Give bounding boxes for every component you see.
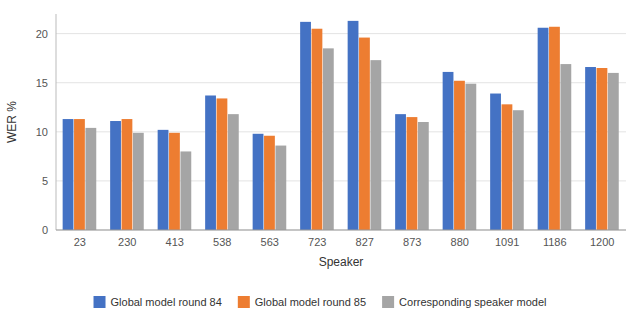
bar bbox=[133, 133, 144, 230]
bar bbox=[275, 146, 286, 230]
bar bbox=[180, 151, 191, 230]
legend-item: Global model round 85 bbox=[238, 296, 366, 308]
x-tick-label: 1091 bbox=[495, 236, 519, 248]
bar bbox=[407, 117, 418, 230]
legend-label: Global model round 84 bbox=[111, 296, 222, 308]
legend: Global model round 84 Global model round … bbox=[94, 296, 547, 308]
y-axis-line bbox=[56, 14, 57, 230]
x-tick-label: 880 bbox=[451, 236, 469, 248]
bar bbox=[264, 136, 275, 230]
x-tick-label: 413 bbox=[166, 236, 184, 248]
chart: 0 5 10 15 20 23 230 413 538 563 723 827 873 880 1091 11… bbox=[0, 0, 640, 324]
x-tick-label: 563 bbox=[261, 236, 279, 248]
bar bbox=[63, 119, 74, 230]
bar bbox=[608, 73, 619, 230]
x-tick-label: 723 bbox=[308, 236, 326, 248]
y-tick-label: 0 bbox=[42, 224, 48, 236]
bar bbox=[454, 81, 465, 230]
bar bbox=[597, 68, 608, 230]
bar bbox=[395, 114, 406, 230]
bar bbox=[359, 38, 370, 230]
bar bbox=[323, 48, 334, 230]
bar bbox=[490, 94, 501, 230]
legend-label: Corresponding speaker model bbox=[399, 296, 546, 308]
bar bbox=[465, 84, 476, 230]
grid-line bbox=[56, 230, 626, 231]
bar bbox=[502, 104, 513, 230]
legend-item: Global model round 84 bbox=[94, 296, 222, 308]
bar bbox=[585, 67, 596, 230]
bar bbox=[85, 128, 96, 230]
y-tick-label: 5 bbox=[42, 175, 48, 187]
bar bbox=[443, 72, 454, 230]
x-tick-label: 230 bbox=[118, 236, 136, 248]
y-tick-label: 20 bbox=[36, 28, 48, 40]
legend-swatch bbox=[94, 296, 106, 308]
bar bbox=[110, 121, 121, 230]
y-tick-label: 15 bbox=[36, 77, 48, 89]
x-tick-label: 873 bbox=[403, 236, 421, 248]
legend-item: Corresponding speaker model bbox=[382, 296, 546, 308]
bar bbox=[228, 114, 239, 230]
bars bbox=[63, 21, 619, 230]
bar bbox=[205, 95, 216, 230]
y-axis-label: WER % bbox=[5, 101, 19, 143]
bar bbox=[549, 27, 560, 230]
y-tick-label: 10 bbox=[36, 126, 48, 138]
x-tick-label: 1200 bbox=[590, 236, 614, 248]
legend-label: Global model round 85 bbox=[255, 296, 366, 308]
bar bbox=[348, 21, 359, 230]
x-axis-label: Speaker bbox=[319, 255, 364, 269]
bar bbox=[217, 98, 228, 230]
bar bbox=[312, 29, 323, 230]
bar bbox=[169, 133, 180, 230]
bar bbox=[253, 134, 264, 230]
series bbox=[74, 27, 607, 230]
x-tick-label: 23 bbox=[74, 236, 86, 248]
bar bbox=[300, 22, 311, 230]
x-tick-label: 827 bbox=[356, 236, 374, 248]
page: {"chart_data": {"type": "bar", "xlabel":… bbox=[0, 0, 640, 324]
bar bbox=[513, 110, 524, 230]
series bbox=[85, 48, 618, 230]
bar bbox=[560, 64, 571, 230]
legend-swatch bbox=[238, 296, 250, 308]
x-tick-label: 538 bbox=[213, 236, 231, 248]
bar bbox=[538, 28, 549, 230]
bar bbox=[158, 130, 169, 230]
bar bbox=[74, 119, 85, 230]
legend-swatch bbox=[382, 296, 394, 308]
x-tick-label: 1186 bbox=[543, 236, 567, 248]
bar bbox=[370, 60, 381, 230]
x-axis-line bbox=[56, 230, 626, 231]
bar bbox=[418, 122, 429, 230]
series bbox=[63, 21, 596, 230]
bar bbox=[122, 119, 133, 230]
